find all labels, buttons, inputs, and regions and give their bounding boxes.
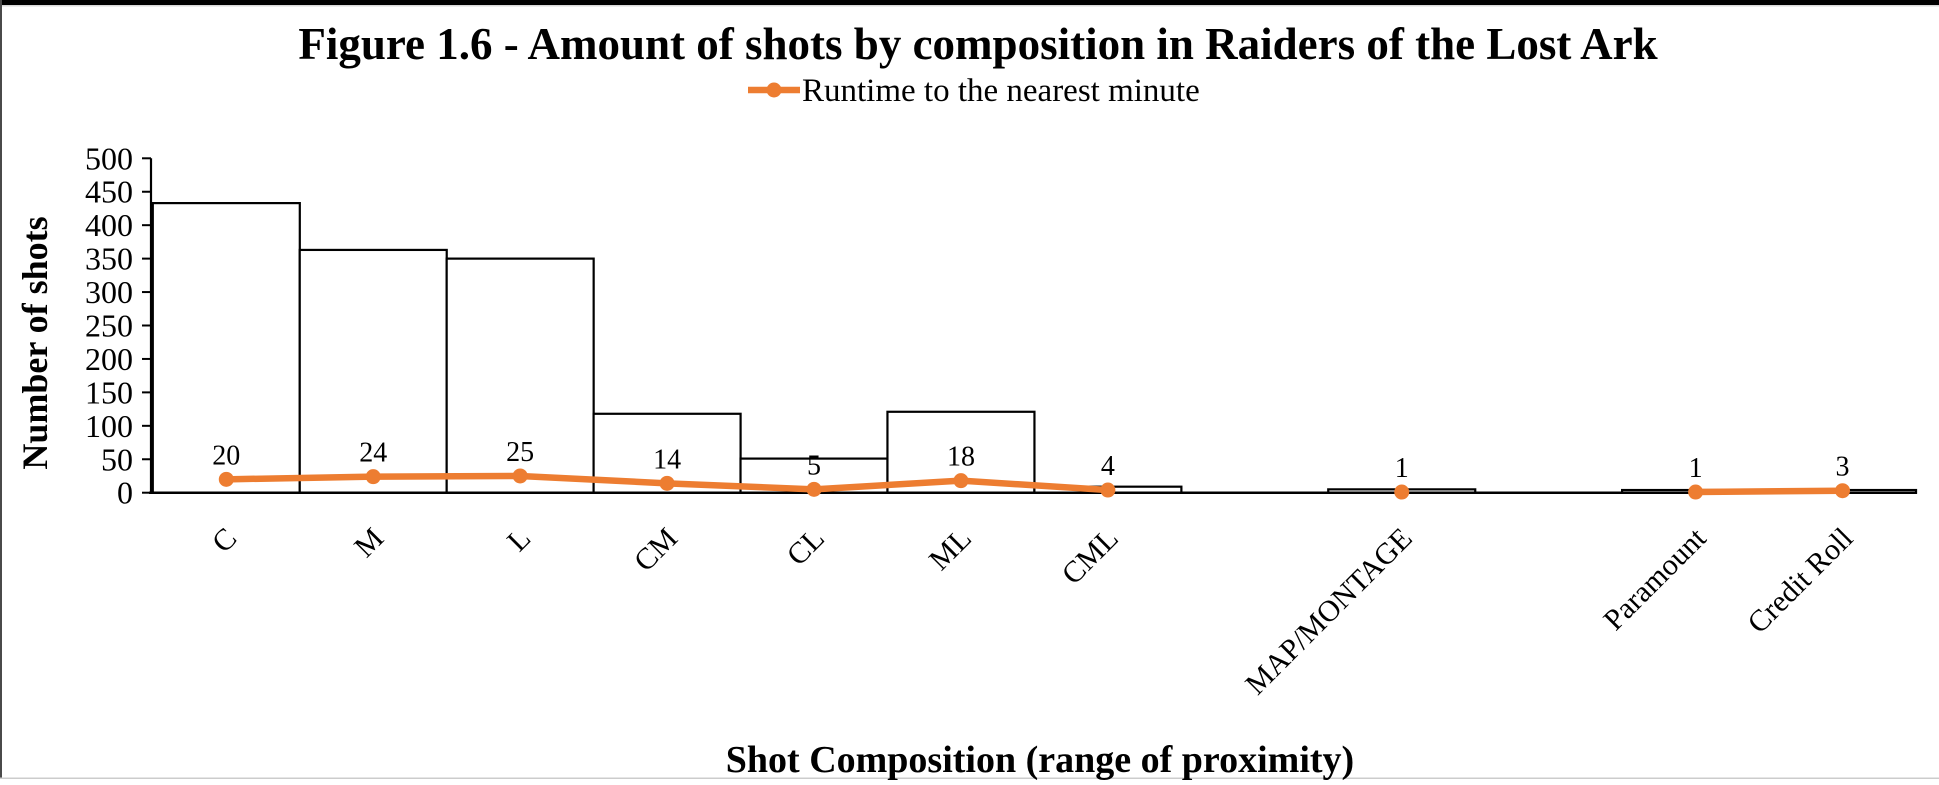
- y-tick-label: 100: [85, 408, 133, 444]
- category-label: L: [501, 522, 537, 558]
- y-tick-label: 300: [85, 274, 133, 310]
- y-tick-label: 450: [85, 174, 133, 210]
- runtime-marker-icon: [1394, 484, 1410, 500]
- category-label: C: [206, 522, 243, 559]
- category-label: CM: [628, 522, 684, 578]
- runtime-data-label: 14: [653, 444, 681, 475]
- left-border: [0, 0, 2, 779]
- bar: [445, 257, 595, 494]
- runtime-marker-icon: [953, 473, 969, 489]
- x-axis-title: Shot Composition (range of proximity): [726, 739, 1354, 781]
- runtime-data-label: 25: [506, 437, 534, 468]
- runtime-marker-icon: [218, 471, 234, 487]
- legend-label: Runtime to the nearest minute: [802, 73, 1200, 109]
- y-tick-label: 400: [85, 207, 133, 243]
- y-tick-label: 500: [85, 140, 133, 176]
- category-label: CML: [1056, 522, 1125, 591]
- top-border: [0, 0, 1939, 5]
- runtime-marker-icon: [512, 468, 528, 484]
- bar: [298, 248, 448, 494]
- runtime-marker-icon: [1835, 483, 1851, 499]
- runtime-data-label: 1: [1689, 453, 1703, 484]
- y-tick-label: 350: [85, 241, 133, 277]
- y-tick-label: 0: [117, 475, 133, 511]
- chart-title: Figure 1.6 - Amount of shots by composit…: [298, 19, 1657, 69]
- y-tick-label: 50: [101, 441, 133, 477]
- runtime-data-label: 18: [947, 442, 975, 473]
- y-tick-label: 200: [85, 341, 133, 377]
- runtime-data-label: 4: [1101, 451, 1115, 482]
- category-label: Paramount: [1597, 521, 1713, 637]
- runtime-data-label: 20: [212, 440, 240, 471]
- legend: Runtime to the nearest minute: [748, 73, 1200, 109]
- runtime-marker-icon: [806, 481, 822, 497]
- runtime-marker-icon: [659, 475, 675, 491]
- runtime-marker-icon: [1100, 482, 1116, 498]
- runtime-marker-icon: [1688, 484, 1704, 500]
- category-label: CL: [781, 522, 831, 572]
- y-tick-label: 150: [85, 374, 133, 410]
- runtime-data-label: 3: [1836, 452, 1850, 483]
- runtime-data-label: 24: [359, 438, 387, 469]
- runtime-data-label: 1: [1395, 453, 1409, 484]
- y-axis-title: Number of shots: [15, 216, 55, 469]
- runtime-data-label: 5: [807, 450, 821, 481]
- runtime-marker-icon: [365, 469, 381, 485]
- legend-marker-icon: [766, 82, 782, 98]
- category-label: Credit Roll: [1741, 522, 1859, 640]
- y-tick-label: 250: [85, 308, 133, 344]
- bottom-hairline: [0, 777, 1939, 779]
- category-label: MAP/MONTAGE: [1239, 522, 1419, 702]
- category-label: M: [348, 522, 390, 564]
- runtime-line: [1692, 487, 1846, 496]
- category-label: ML: [923, 522, 978, 577]
- top-border-shadow: [0, 5, 1939, 7]
